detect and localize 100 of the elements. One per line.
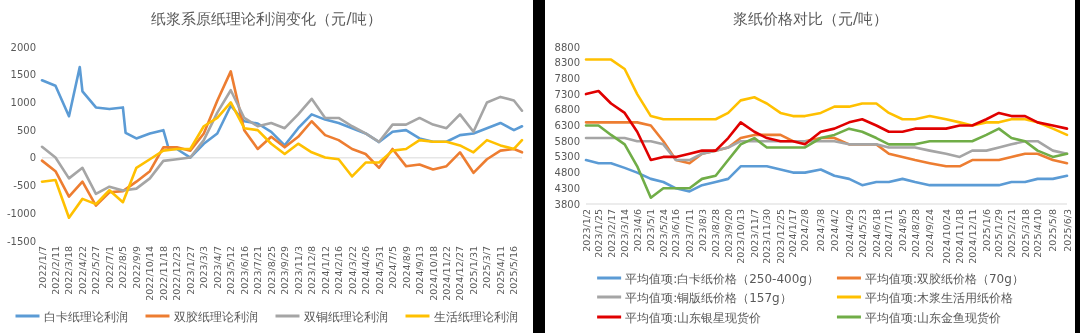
x-tick-label: 2024/3/22: [346, 246, 358, 295]
legend-label: 平均值项:木浆生活用纸价格: [864, 290, 1013, 305]
x-tick-label: 2022/2/11: [49, 246, 61, 295]
line-series: [40, 88, 524, 196]
x-tick-label: 2025/5/8: [1047, 209, 1059, 252]
x-tick-label: 2022/12/23: [171, 246, 183, 301]
x-tick-label: 2023/3/14: [619, 209, 631, 258]
x-tick-label: 2023/1/2: [580, 209, 592, 252]
y-tick-label: 8800: [554, 41, 580, 53]
line-series: [40, 101, 524, 220]
x-tick-label: 2022/9/9: [130, 246, 142, 289]
y-tick-label: 2000: [10, 41, 36, 53]
x-tick-label: 2024/4/26: [360, 246, 372, 295]
x-tick-label: 2022/1/7: [36, 246, 48, 289]
x-tick-label: 2024/11/18: [954, 209, 966, 264]
x-tick-label: 2023/9/29: [279, 246, 291, 295]
y-tick-label: 6300: [554, 120, 580, 131]
x-tick-label: 2024/7/11: [883, 209, 895, 258]
x-tick-label: 2024/11/22: [440, 246, 452, 301]
y-tick-label: 4800: [554, 167, 580, 179]
x-tick-label: 2022/11/18: [157, 246, 169, 301]
x-tick-label: 2024/9/24: [924, 209, 936, 258]
y-tick-label: -500: [13, 180, 36, 192]
y-tick-label: 4300: [554, 182, 580, 194]
legend-label: 平均值项:铜版纸价格（157g）: [625, 290, 792, 305]
x-tick-label: 2023/12/8: [306, 246, 318, 295]
line-series: [584, 158, 1069, 193]
legend-label: 双铜纸理论利润: [303, 309, 388, 324]
x-tick-label: 2022/10/14: [144, 246, 156, 301]
line-series: [584, 124, 1069, 200]
x-tick-label: 2023/5/1: [645, 209, 657, 252]
x-tick-label: 2025/1/29: [993, 209, 1005, 258]
x-tick-label: 2023/9/20: [722, 209, 734, 258]
x-tick-label: 2024/12/11: [966, 209, 978, 264]
y-tick-label: -1500: [6, 235, 36, 247]
x-tick-label: 2022/8/5: [117, 246, 129, 289]
x-tick-label: 2024/4/29: [843, 209, 855, 258]
legend-label: 平均值项:山东银星现货价: [625, 310, 762, 325]
legend-label: 双胶纸理论利润: [173, 309, 258, 324]
x-tick-label: 2024/5/31: [373, 246, 385, 295]
x-tick-label: 2023/7/11: [684, 209, 695, 258]
chart-title: 纸浆系原纸理论利润变化（元/吨）: [151, 10, 382, 28]
x-tick-label: 2023/11/3: [292, 246, 304, 295]
x-tick-label: 2024/10/18: [427, 246, 439, 301]
x-tick-label: 2023/8/3: [696, 209, 708, 252]
x-tick-label: 2025/3/18: [1019, 209, 1031, 258]
x-tick-label: 2024/8/5: [896, 209, 908, 252]
y-tick-label: 7300: [554, 88, 580, 100]
x-tick-label: 2024/2/16: [333, 246, 345, 295]
line-series: [584, 58, 1069, 137]
x-tick-label: 2023/4/7: [211, 246, 223, 289]
x-tick-label: 2023/6/16: [670, 209, 682, 258]
y-tick-label: 5800: [554, 135, 580, 147]
x-tick-label: 2025/4/10: [1032, 209, 1044, 258]
y-tick-label: 0: [29, 152, 36, 164]
x-tick-label: 2023/1/25: [593, 209, 605, 258]
x-tick-label: 2023/10/13: [735, 209, 747, 264]
x-tick-label: 2025/3/7: [481, 246, 493, 289]
x-tick-label: 2023/8/28: [710, 209, 722, 258]
x-tick-label: 2024/6/18: [870, 209, 882, 258]
x-tick-label: 2024/8/9: [400, 246, 412, 289]
x-tick-label: 2023/1/27: [184, 246, 196, 295]
x-tick-label: 2023/4/6: [631, 209, 643, 252]
x-tick-label: 2024/12/27: [454, 246, 466, 301]
x-tick-label: 2025/5/16: [508, 246, 520, 295]
y-tick-label: 8300: [554, 57, 580, 69]
x-tick-label: 2024/5/23: [856, 209, 868, 258]
legend-label: 生活纸理论利润: [433, 309, 518, 324]
y-tick-label: -1000: [6, 207, 36, 219]
x-tick-label: 2023/5/12: [225, 246, 237, 295]
x-tick-label: 2022/5/27: [90, 246, 102, 295]
x-tick-label: 2024/3/8: [815, 209, 827, 252]
x-tick-label: 2023/6/16: [238, 246, 250, 295]
x-tick-label: 2024/4/2: [828, 209, 840, 252]
x-tick-label: 2025/1/6: [980, 209, 992, 252]
x-tick-label: 2023/8/25: [265, 246, 277, 295]
line-series: [584, 89, 1069, 162]
x-tick-label: 2022/4/22: [76, 246, 88, 295]
y-tick-label: 6800: [554, 104, 580, 116]
x-tick-label: 2024/10/24: [940, 209, 952, 264]
x-tick-label: 2022/7/1: [103, 246, 115, 289]
x-tick-label: 2024/7/5: [387, 246, 399, 289]
y-tick-label: 7800: [554, 72, 580, 84]
x-tick-label: 2023/3/3: [198, 246, 210, 289]
x-tick-label: 2025/4/11: [494, 246, 506, 295]
x-tick-label: 2023/7/21: [252, 246, 264, 295]
y-tick-label: 1000: [10, 96, 36, 108]
x-tick-label: 2023/11/30: [761, 209, 773, 264]
x-tick-label: 2024/8/28: [909, 209, 921, 258]
legend-label: 平均值项:白卡纸价格（250-400g）: [625, 271, 819, 286]
x-tick-label: 2024/1/17: [787, 209, 799, 258]
x-tick-label: 2024/1/12: [319, 246, 331, 295]
chart-title: 浆纸价格对比（元/吨）: [732, 10, 889, 28]
x-tick-label: 2025/2/21: [1005, 209, 1017, 258]
legend-label: 平均值项:山东金鱼现货价: [864, 310, 1001, 325]
x-tick-label: 2025/1/31: [467, 246, 479, 295]
x-tick-label: 2023/5/24: [657, 209, 669, 258]
x-tick-label: 2023/12/25: [774, 209, 786, 264]
x-tick-label: 2023/2/17: [605, 209, 617, 258]
x-tick-label: 2022/3/18: [63, 246, 75, 295]
